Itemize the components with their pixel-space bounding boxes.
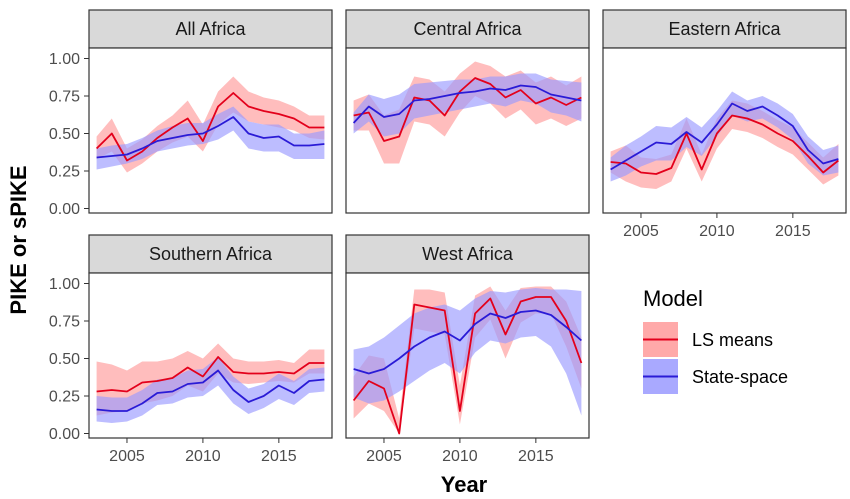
facet-strip [88,234,333,274]
y-tick-label: 0.25 [49,164,80,181]
y-tick-label: 0.75 [49,314,80,331]
facet-title: Eastern Africa [668,19,781,39]
x-tick-label: 2005 [366,448,402,465]
x-tick-label: 2010 [442,448,478,465]
y-tick-label: 0.50 [49,351,80,368]
legend-item-state-space: State-space [643,359,788,394]
panel-border [88,272,333,439]
panel-border [602,47,847,214]
ribbon-state-space [353,73,582,137]
facet-strip [345,234,590,274]
legend-title: Model [643,286,703,311]
legend-item-ls-means: LS means [643,322,773,357]
x-tick-label: 2005 [623,223,659,240]
facet-title: All Africa [175,19,246,39]
plot-area [610,91,839,189]
ribbon-state-space [610,91,839,182]
facet-title: West Africa [422,244,514,264]
facet-title: Central Africa [413,19,522,39]
plot-area [96,343,325,423]
legend-label: State-space [692,367,788,387]
series-line-ls-means [96,356,325,393]
x-tick-label: 2015 [261,448,297,465]
facet-panel-west-africa: West Africa 2005 2010 2015 [345,234,590,465]
y-tick-label: 1.00 [49,51,80,68]
facet-strip [88,9,333,49]
ribbon-state-space [96,357,325,423]
plot-area [352,286,583,435]
series-line-state-space [352,84,582,124]
series-line-ls-means [352,296,583,435]
facet-panel-eastern-africa: Eastern Africa 2005 2010 2015 [602,9,847,240]
series-line-ls-means [353,77,582,142]
plot-area [352,61,582,164]
x-tick-label: 2015 [518,448,554,465]
x-axis-title: Year [441,472,488,497]
facet-title: Southern Africa [149,244,273,264]
series-line-state-space [353,309,582,375]
y-tick-label: 0.75 [49,89,80,106]
series-line-state-space [610,102,839,171]
x-tick-label: 2010 [699,223,735,240]
panel-border [345,47,590,214]
panel-border [88,47,333,214]
facet-panel-southern-africa: Southern Africa 0.00 0.25 0.50 0.75 1.00 2005 2… [49,234,333,465]
x-tick-label: 2015 [775,223,811,240]
series-line-ls-means [95,92,325,162]
panel-border [345,272,590,439]
series-line-ls-means [610,114,839,175]
y-axis-title: PIKE or sPIKE [6,165,31,314]
facet-panel-central-africa: Central Africa [345,9,590,214]
ribbon-state-space [96,106,325,170]
y-tick-label: 1.00 [49,276,80,293]
y-tick-label: 0.00 [49,426,80,443]
plot-area [95,76,325,173]
legend: Model LS means State-space [643,286,788,394]
x-tick-label: 2010 [185,448,221,465]
series-line-state-space [96,116,325,159]
y-tick-label: 0.25 [49,389,80,406]
y-tick-label: 0.00 [49,201,80,218]
ribbon-state-space [353,288,582,416]
series-line-state-space [96,369,325,412]
y-tick-label: 0.50 [49,126,80,143]
x-tick-label: 2005 [109,448,145,465]
facet-panel-all-africa: All Africa 0.00 0.25 0.50 0.75 1.00 [49,9,333,218]
legend-label: LS means [692,330,773,350]
